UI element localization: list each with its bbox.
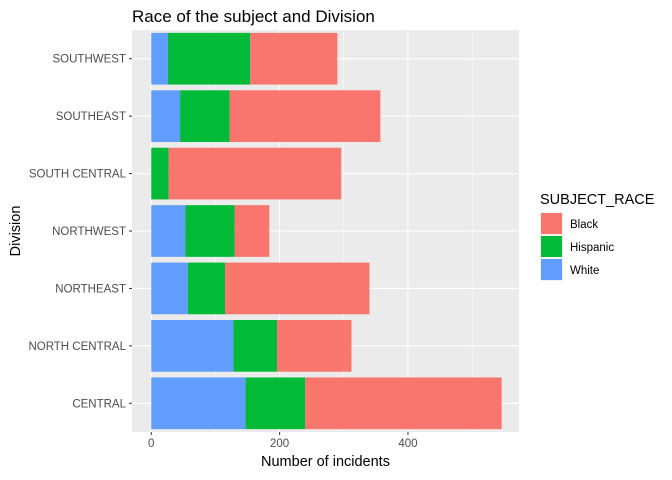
bar-segment <box>151 32 168 85</box>
bar-segment <box>151 147 169 200</box>
x-tick-label: 200 <box>270 438 289 450</box>
y-tick-label: SOUTHWEST <box>53 54 126 66</box>
x-axis: 0 200 400 <box>148 432 418 450</box>
bar-segment <box>305 377 502 430</box>
y-tick-label: SOUTHEAST <box>56 111 126 123</box>
legend-swatch <box>541 259 562 280</box>
y-axis-title: Division <box>8 206 24 257</box>
x-tick-label: 0 <box>148 438 154 450</box>
legend-label: White <box>570 265 599 277</box>
bar-segment <box>180 90 230 142</box>
legend-title: SUBJECT_RACE <box>540 192 655 208</box>
bar-segment <box>277 320 352 372</box>
x-tick-label: 400 <box>398 438 417 450</box>
y-tick-label: SOUTH CENTRAL <box>29 169 127 181</box>
bar-segment <box>250 32 338 85</box>
bar-segment <box>167 32 251 85</box>
bar-segment <box>185 205 235 257</box>
y-axis: CENTRAL NORTH CENTRAL NORTHEAST NORTHWEST SO… <box>28 54 132 410</box>
bar-segment <box>234 205 270 257</box>
y-tick-label: CENTRAL <box>72 398 126 410</box>
legend-label: Hispanic <box>570 242 614 254</box>
legend-swatch <box>541 213 562 234</box>
bar-segment <box>233 320 278 372</box>
chart-title: Race of the subject and Division <box>132 7 375 26</box>
legend: SUBJECT_RACE Black Hispanic White <box>540 192 655 281</box>
y-tick-label: NORTHWEST <box>52 226 126 238</box>
bar-segment <box>225 262 370 315</box>
y-tick-label: NORTH CENTRAL <box>28 341 126 353</box>
x-axis-title: Number of incidents <box>261 454 390 470</box>
bar-segment <box>151 320 234 372</box>
bar-segment <box>245 377 306 430</box>
legend-label: Black <box>570 219 598 231</box>
bars <box>151 32 502 430</box>
bar-segment <box>151 90 181 142</box>
y-tick-label: NORTHEAST <box>55 283 126 295</box>
bar-segment <box>151 377 246 430</box>
bar-segment <box>187 262 226 315</box>
bar-segment <box>151 262 188 315</box>
bar-segment <box>229 90 381 142</box>
bar-segment <box>151 205 186 257</box>
legend-swatch <box>541 236 562 257</box>
bar-segment <box>168 147 342 200</box>
